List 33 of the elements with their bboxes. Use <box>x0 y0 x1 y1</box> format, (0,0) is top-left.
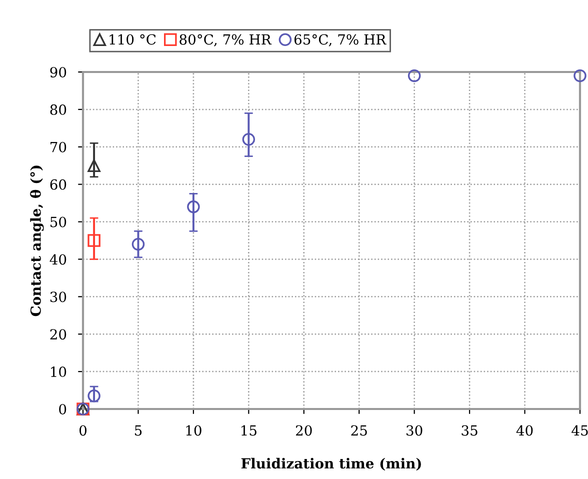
point <box>187 200 200 214</box>
legend-label: 80°C, 7% HR <box>180 34 272 46</box>
x-tick-label: 15 <box>242 425 256 436</box>
y-axis-title: Contact angle, θ (°) <box>30 166 44 316</box>
x-tick-label: 10 <box>186 425 202 436</box>
point <box>242 133 256 146</box>
x-tick-label: 40 <box>516 425 533 436</box>
y-tick-label: 50 <box>50 216 66 228</box>
point <box>132 238 145 251</box>
legend-label: 110 °C <box>110 34 156 45</box>
y-tick-label: 60 <box>50 179 66 190</box>
y-tick-label: 10 <box>51 366 66 378</box>
y-tick-label: 20 <box>50 329 66 340</box>
x-tick-label: 25 <box>351 425 367 436</box>
y-tick-label: 70 <box>50 142 66 152</box>
y-tick-label: 0 <box>59 404 66 414</box>
legend-label: 65°C, 7% HR <box>294 34 386 46</box>
point <box>88 390 100 402</box>
x-axis-title: Fluidization time (min) <box>241 458 421 471</box>
x-tick-label: 0 <box>79 425 86 436</box>
y-tick-label: 30 <box>50 292 66 302</box>
point <box>88 159 100 172</box>
x-tick-label: 35 <box>462 425 478 436</box>
x-tick-label: 5 <box>134 425 142 436</box>
y-tick-label: 90 <box>50 66 66 78</box>
x-tick-label: 45 <box>572 425 588 436</box>
point <box>574 69 586 82</box>
y-tick-label: 80 <box>50 104 66 115</box>
point <box>408 69 421 82</box>
x-tick-label: 30 <box>406 425 422 436</box>
x-tick-label: 20 <box>296 425 312 436</box>
point <box>88 234 100 247</box>
y-tick-label: 40 <box>50 254 66 265</box>
